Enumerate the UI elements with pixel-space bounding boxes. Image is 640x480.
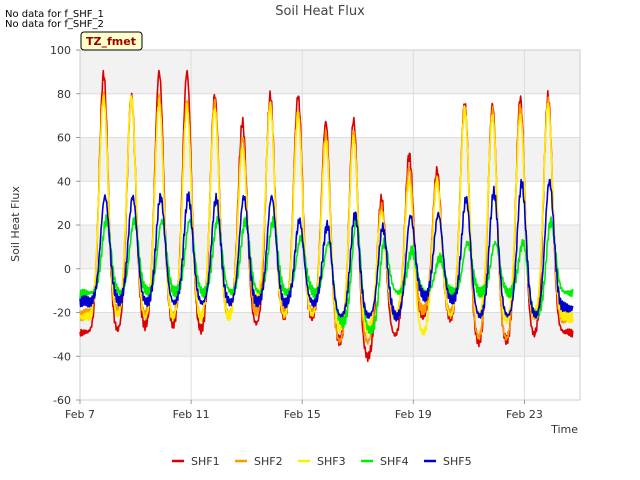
legend-item-shf5: SHF5 — [424, 455, 472, 468]
site-badge: TZ_fmet — [80, 31, 143, 51]
y-axis-ticks: -60 -40 -20 0 20 40 60 80 100 — [50, 44, 80, 407]
background-band — [80, 93, 580, 138]
background-band — [80, 356, 580, 400]
x-axis-label: Time — [550, 423, 578, 436]
x-tick-label: Feb 23 — [506, 408, 543, 421]
y-tick-label: -20 — [53, 307, 71, 320]
x-tick-label: Feb 11 — [173, 408, 210, 421]
y-tick-label: -40 — [53, 350, 71, 363]
series-line-shf4 — [79, 214, 574, 335]
y-tick-label: -60 — [53, 394, 71, 407]
y-tick-label: 40 — [57, 175, 71, 188]
site-badge-label: TZ_fmet — [86, 35, 136, 48]
y-tick-label: 20 — [57, 219, 71, 232]
chart-title: Soil Heat Flux — [275, 4, 365, 19]
series-line-shf3 — [79, 94, 574, 336]
y-tick-label: 100 — [50, 44, 71, 57]
legend-item-shf1: SHF1 — [172, 455, 220, 468]
x-tick-label: Feb 7 — [65, 408, 95, 421]
legend-item-shf4: SHF4 — [361, 455, 409, 468]
legend-label: SHF3 — [317, 455, 346, 468]
background-band — [80, 50, 580, 94]
legend-label: SHF4 — [380, 455, 409, 468]
legend-label: SHF2 — [254, 455, 283, 468]
series-line-shf5 — [79, 178, 574, 322]
no-data-note-1: No data for f_SHF_1 — [5, 9, 104, 20]
x-tick-label: Feb 19 — [395, 408, 432, 421]
x-tick-label: Feb 15 — [284, 408, 321, 421]
y-axis-label: Soil Heat Flux — [9, 186, 22, 262]
y-tick-label: 60 — [57, 132, 71, 145]
y-tick-label: 80 — [57, 88, 71, 101]
series-lines — [79, 69, 574, 363]
legend: SHF1 SHF2 SHF3 SHF4 SHF5 — [172, 455, 472, 468]
legend-item-shf2: SHF2 — [235, 455, 283, 468]
y-tick-label: 0 — [64, 263, 71, 276]
background-band — [80, 268, 580, 313]
no-data-note-2: No data for f_SHF_2 — [5, 19, 104, 30]
x-axis-ticks: Feb 7 Feb 11 Feb 15 Feb 19 Feb 23 — [65, 400, 543, 421]
legend-item-shf3: SHF3 — [298, 455, 346, 468]
legend-label: SHF1 — [191, 455, 220, 468]
legend-label: SHF5 — [443, 455, 472, 468]
background-band — [80, 312, 580, 357]
